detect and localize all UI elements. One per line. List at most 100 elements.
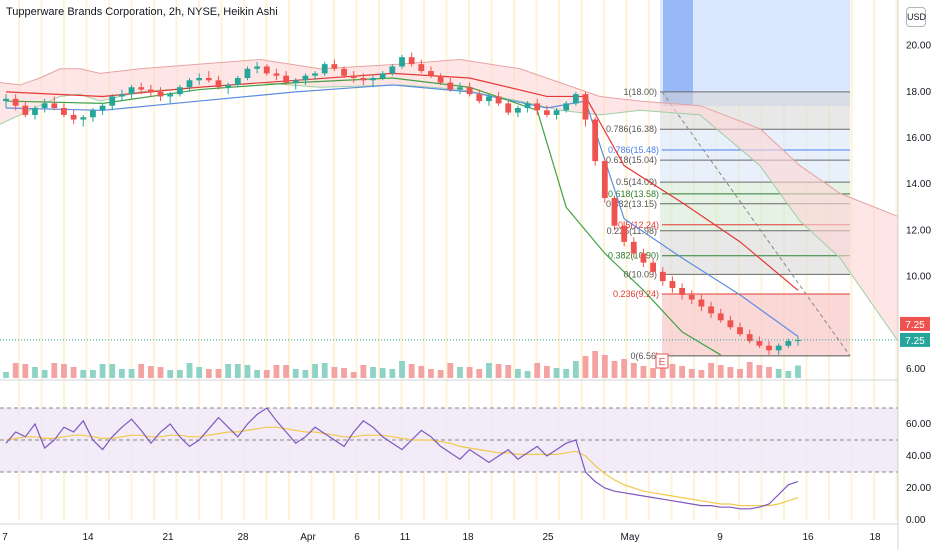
- volume-bar: [80, 370, 87, 378]
- candle-body: [543, 110, 550, 115]
- candle-body: [505, 103, 512, 113]
- volume-bar: [51, 363, 58, 378]
- candle-body: [61, 108, 67, 115]
- fib-level-label: 0(6.56): [630, 351, 659, 361]
- time-tick-label: 28: [237, 532, 249, 543]
- volume-bar: [350, 372, 357, 378]
- volume-bar: [12, 363, 19, 378]
- volume-bar: [109, 364, 116, 378]
- volume-bar: [524, 371, 531, 378]
- volume-bar: [263, 370, 270, 378]
- price-tick-label: 14.00: [906, 179, 931, 190]
- volume-bars: E: [3, 351, 801, 378]
- volume-bar: [679, 366, 685, 378]
- volume-bar: [457, 367, 463, 378]
- fib-level-label: 0.786(15.48): [608, 145, 659, 155]
- volume-bar: [592, 351, 599, 378]
- time-tick-label: 7: [2, 532, 8, 543]
- time-tick-label: 14: [82, 532, 94, 543]
- volume-bar: [167, 370, 174, 378]
- volume-bar: [90, 370, 96, 378]
- candle-body: [147, 89, 154, 92]
- candle-body: [176, 87, 183, 95]
- volume-bar: [447, 363, 454, 378]
- session-band: [220, 0, 223, 520]
- candle-body: [263, 66, 270, 74]
- volume-bar: [630, 363, 637, 378]
- session-band: [310, 0, 313, 520]
- volume-bar: [698, 370, 705, 378]
- candle-body: [659, 271, 666, 282]
- time-tick-label: May: [621, 532, 640, 543]
- candle-body: [331, 64, 338, 69]
- session-band: [333, 0, 335, 520]
- candle-body: [157, 91, 164, 97]
- time-tick-label: 16: [802, 532, 814, 543]
- session-band: [198, 0, 200, 520]
- currency-button[interactable]: USD: [906, 7, 926, 27]
- time-tick-label: Apr: [300, 532, 316, 543]
- candle-body: [312, 73, 318, 76]
- candle-body: [302, 75, 309, 81]
- candle-body: [70, 114, 77, 120]
- volume-bar: [476, 369, 483, 378]
- candlestick-series[interactable]: [0, 52, 898, 355]
- candle-body: [32, 108, 38, 115]
- volume-bar: [795, 365, 801, 378]
- projection-overlay: [660, 0, 850, 106]
- volume-bar: [756, 365, 763, 378]
- volume-bar: [331, 367, 338, 378]
- volume-bar: [254, 370, 261, 378]
- candle-body: [611, 198, 618, 226]
- volume-bar: [399, 361, 405, 378]
- candle-body: [640, 253, 647, 263]
- candle-body: [389, 66, 396, 74]
- rsi-line: [5, 407, 799, 510]
- volume-bar: [737, 369, 743, 378]
- candle-body: [321, 64, 328, 74]
- volume-bar: [292, 369, 299, 378]
- session-band: [18, 0, 20, 520]
- candle-body: [650, 262, 657, 272]
- session-band: [468, 0, 470, 520]
- candle-body: [708, 306, 714, 314]
- session-band: [535, 0, 538, 520]
- volume-bar: [621, 359, 628, 378]
- fib-trend-line: [661, 91, 851, 357]
- volume-bar: [22, 364, 29, 378]
- session-band: [243, 0, 245, 520]
- candle-body: [553, 110, 560, 115]
- candle-body: [292, 80, 299, 83]
- volume-bar: [70, 367, 77, 378]
- candle-body: [12, 98, 19, 106]
- volume-bar: [775, 369, 782, 378]
- volume-bar: [428, 369, 434, 378]
- volume-bar: [572, 361, 579, 378]
- candle-body: [225, 84, 232, 88]
- session-band: [378, 0, 380, 520]
- candle-body: [698, 299, 705, 307]
- time-tick-label: 21: [162, 532, 174, 543]
- volume-bar: [186, 363, 193, 378]
- volume-bar: [302, 370, 309, 378]
- volume-bar: [601, 355, 608, 378]
- session-band: [153, 0, 155, 520]
- last-price-tag-label: 7.25: [905, 320, 925, 331]
- projection-zone: [660, 0, 850, 106]
- candle-body: [90, 110, 96, 118]
- fib-level-label: 0.236(9.24): [613, 289, 659, 299]
- time-tick-label: 25: [542, 532, 554, 543]
- moving-average-line-3: [5, 77, 722, 356]
- candle-body: [418, 64, 425, 72]
- candle-body: [534, 103, 541, 111]
- volume-bar: [3, 372, 9, 378]
- projection-column: [663, 0, 693, 106]
- volume-bar: [176, 370, 183, 378]
- candle-body: [196, 78, 203, 81]
- fib-level-label: 0.5(14.09): [616, 177, 657, 187]
- candle-body: [51, 103, 58, 108]
- rsi-panel[interactable]: [0, 379, 898, 510]
- volume-bar: [582, 356, 589, 378]
- volume-bar: [746, 362, 753, 378]
